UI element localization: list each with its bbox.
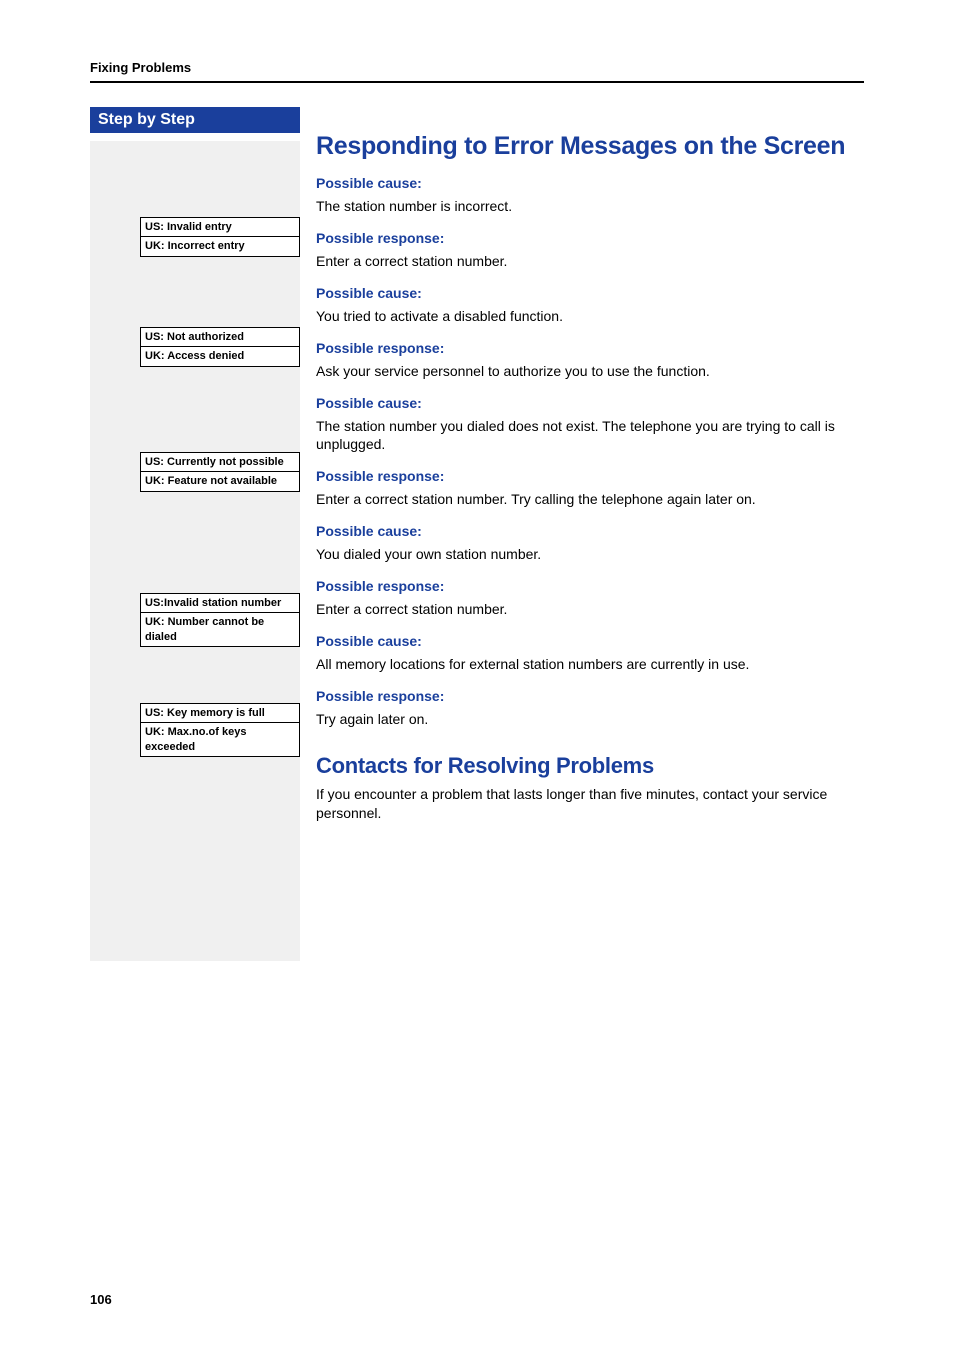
- possible-response-label: Possible response:: [316, 578, 864, 594]
- message-box: US:Invalid station number: [140, 593, 300, 613]
- possible-cause-label: Possible cause:: [316, 523, 864, 539]
- response-text: Enter a correct station number.: [316, 600, 864, 619]
- step-by-step-header: Step by Step: [90, 107, 300, 133]
- response-text: Enter a correct station number.: [316, 252, 864, 271]
- message-box: UK: Max.no.of keys exceeded: [140, 723, 300, 757]
- section-heading-contacts: Contacts for Resolving Problems: [316, 753, 864, 779]
- message-box: UK: Number cannot be dialed: [140, 613, 300, 647]
- section-heading-responding: Responding to Error Messages on the Scre…: [316, 131, 864, 161]
- message-box: UK: Incorrect entry: [140, 237, 300, 256]
- main-column: Responding to Error Messages on the Scre…: [300, 107, 864, 827]
- possible-cause-label: Possible cause:: [316, 175, 864, 191]
- message-box: UK: Access denied: [140, 347, 300, 366]
- page-number: 106: [90, 1292, 112, 1307]
- possible-response-label: Possible response:: [316, 688, 864, 704]
- message-box: US: Currently not possible: [140, 452, 300, 472]
- message-group-invalid-station-number: US:Invalid station number UK: Number can…: [140, 593, 300, 647]
- message-group-not-authorized: US: Not authorized UK: Access denied: [140, 327, 300, 367]
- cause-text: You tried to activate a disabled functio…: [316, 307, 864, 326]
- message-group-invalid-entry: US: Invalid entry UK: Incorrect entry: [140, 217, 300, 257]
- cause-text: You dialed your own station number.: [316, 545, 864, 564]
- possible-response-label: Possible response:: [316, 468, 864, 484]
- page: Fixing Problems Step by Step US: Invalid…: [0, 0, 954, 1351]
- message-group-currently-not-possible: US: Currently not possible UK: Feature n…: [140, 452, 300, 492]
- running-header: Fixing Problems: [90, 60, 864, 83]
- response-text: Ask your service personnel to authorize …: [316, 362, 864, 381]
- sidebar-body: US: Invalid entry UK: Incorrect entry US…: [90, 141, 300, 961]
- response-text: Try again later on.: [316, 710, 864, 729]
- possible-cause-label: Possible cause:: [316, 633, 864, 649]
- message-box: UK: Feature not available: [140, 472, 300, 491]
- message-group-key-memory-full: US: Key memory is full UK: Max.no.of key…: [140, 703, 300, 757]
- closing-text: If you encounter a problem that lasts lo…: [316, 785, 864, 823]
- message-box: US: Key memory is full: [140, 703, 300, 723]
- cause-text: The station number is incorrect.: [316, 197, 864, 216]
- content-area: Step by Step US: Invalid entry UK: Incor…: [90, 107, 864, 961]
- message-box: US: Invalid entry: [140, 217, 300, 237]
- possible-cause-label: Possible cause:: [316, 395, 864, 411]
- possible-response-label: Possible response:: [316, 230, 864, 246]
- sidebar-column: Step by Step US: Invalid entry UK: Incor…: [90, 107, 300, 961]
- message-box: US: Not authorized: [140, 327, 300, 347]
- cause-text: The station number you dialed does not e…: [316, 417, 864, 455]
- response-text: Enter a correct station number. Try call…: [316, 490, 864, 509]
- cause-text: All memory locations for external statio…: [316, 655, 864, 674]
- possible-response-label: Possible response:: [316, 340, 864, 356]
- possible-cause-label: Possible cause:: [316, 285, 864, 301]
